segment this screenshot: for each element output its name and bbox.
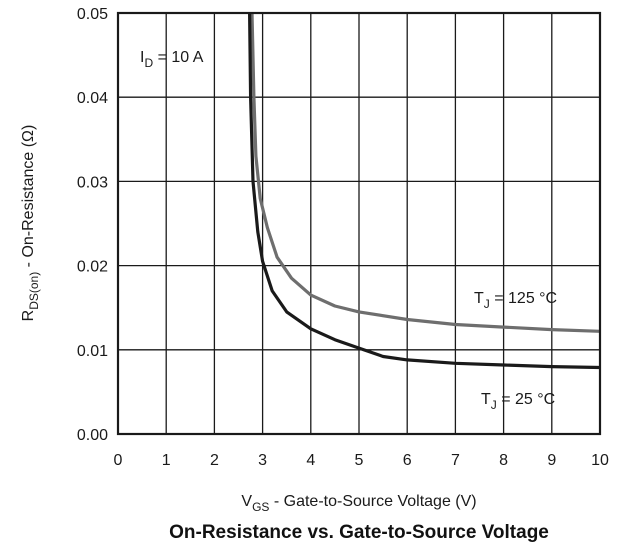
- y-tick-label: 0.00: [77, 427, 108, 444]
- x-tick-label: 5: [355, 452, 364, 469]
- y-axis-label: RDS(on) - On-Resistance (Ω): [20, 125, 41, 322]
- x-tick-label: 10: [591, 452, 609, 469]
- y-tick-label: 0.02: [77, 259, 108, 276]
- series-label-125c: TJ = 125 °C: [474, 290, 557, 311]
- y-tick-label: 0.05: [77, 6, 108, 23]
- chart-title: On-Resistance vs. Gate-to-Source Voltage: [169, 522, 549, 543]
- x-tick-label: 4: [306, 452, 315, 469]
- series-group: [248, 13, 600, 370]
- plot-frame: [116, 11, 602, 436]
- x-tick-label: 0: [114, 452, 123, 469]
- series-label-25c: TJ = 25 °C: [481, 391, 555, 412]
- x-tick-labels: 0 1 2 3 4 5 6 7 8 9 10: [114, 452, 609, 469]
- gridlines: [118, 13, 600, 434]
- x-tick-label: 3: [258, 452, 267, 469]
- x-tick-label: 1: [162, 452, 171, 469]
- x-tick-label: 7: [451, 452, 460, 469]
- x-tick-label: 8: [499, 452, 508, 469]
- x-tick-label: 9: [547, 452, 556, 469]
- series-line-125c: [250, 13, 600, 333]
- annotation-id: ID = 10 A: [140, 49, 204, 70]
- x-axis-label: VGS - Gate-to-Source Voltage (V): [241, 493, 476, 514]
- x-tick-label: 2: [210, 452, 219, 469]
- series-line-25c: [248, 13, 600, 370]
- x-tick-label: 6: [403, 452, 412, 469]
- y-tick-label: 0.01: [77, 343, 108, 360]
- y-tick-label: 0.03: [77, 174, 108, 191]
- y-tick-labels: 0.00 0.01 0.02 0.03 0.04 0.05: [77, 6, 108, 444]
- y-tick-label: 0.04: [77, 90, 108, 107]
